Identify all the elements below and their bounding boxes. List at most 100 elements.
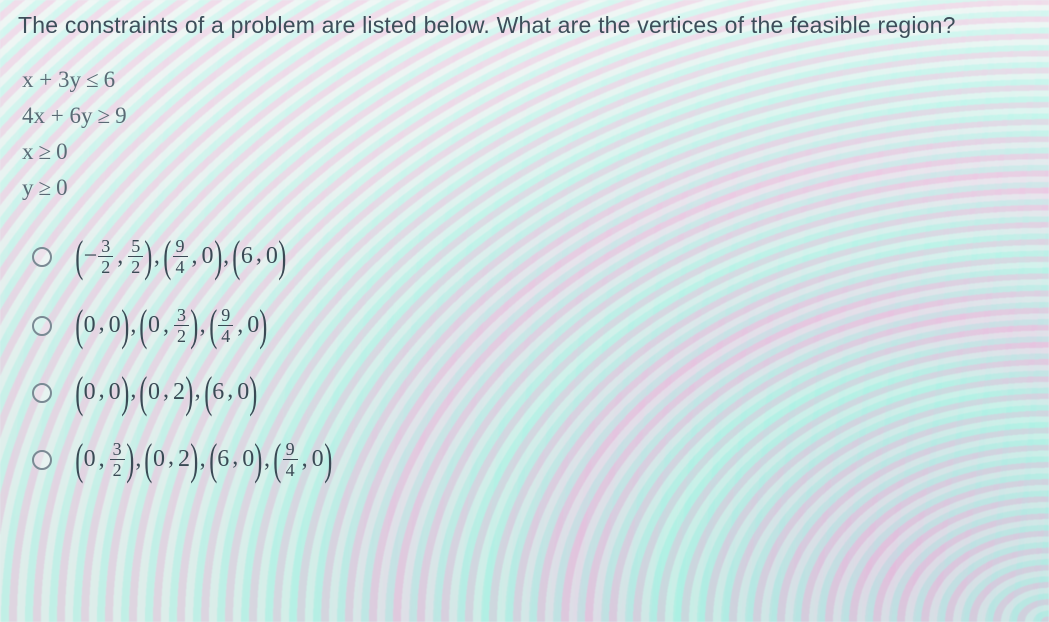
fraction-denominator: 4 [218,326,233,345]
constraint-line: x≥0 [22,139,1031,165]
paren-right-icon: ) [278,239,286,274]
option-math: (0,0),(0,2),(6,0) [76,375,257,410]
constraint-lhs: y [22,175,34,201]
coordinate-pair: (−32,52) [76,237,152,276]
number: 0 [147,379,161,406]
comma: , [192,243,198,276]
paren-right-icon: ) [260,308,268,343]
fraction-numerator: 3 [98,237,113,257]
paren-right-icon: ) [324,442,332,477]
coordinate-pair: (94,0) [274,440,331,479]
answer-option[interactable]: (0,32),(0,2),(6,0),(94,0) [32,440,1031,479]
paren-right-icon: ) [185,375,193,410]
radio-button[interactable] [32,316,52,336]
fraction-denominator: 2 [110,460,125,479]
list-separator: , [130,312,136,345]
list-separator: , [154,243,160,276]
paren-left-icon: ( [140,308,148,343]
answer-options: (−32,52),(94,0),(6,0)(0,0),(0,32),(94,0)… [32,237,1031,479]
constraint-rel: ≥ [97,103,110,129]
paren-right-icon: ) [214,239,222,274]
paren-left-icon: ( [75,239,83,274]
constraint-rel: ≥ [39,139,52,165]
list-separator: , [200,312,206,345]
paren-left-icon: ( [209,442,217,477]
fraction-denominator: 2 [174,326,189,345]
list-separator: , [130,377,136,410]
paren-right-icon: ) [190,442,198,477]
constraint-lhs: 4x + 6y [22,103,92,129]
fraction-denominator: 2 [98,257,113,276]
constraint-rel: ≤ [86,67,99,93]
number: 0 [246,312,260,339]
answer-option[interactable]: (−32,52),(94,0),(6,0) [32,237,1031,276]
option-math: (0,0),(0,32),(94,0) [76,306,267,345]
fraction-denominator: 2 [128,257,143,276]
fraction: 32 [110,440,125,479]
coordinate-pair: (0,0) [76,308,128,343]
comma: , [117,243,123,276]
coordinate-pair: (0,0) [76,375,128,410]
number: 0 [108,379,122,406]
fraction-denominator: 4 [283,460,298,479]
fraction-numerator: 9 [218,306,233,326]
fraction: 52 [128,237,143,276]
fraction-numerator: 3 [110,440,125,460]
paren-left-icon: ( [209,308,217,343]
number: 0 [83,379,97,406]
constraint-lhs: x + 3y [22,67,81,93]
comma: , [163,377,169,410]
paren-left-icon: ( [75,375,83,410]
question-block: The constraints of a problem are listed … [0,0,1049,479]
number: 6 [240,243,254,270]
comma: , [232,444,238,477]
fraction: 32 [98,237,113,276]
constraint-rhs: 9 [115,103,127,129]
minus-sign: − [83,243,99,270]
constraint-rhs: 6 [104,67,116,93]
fraction: 94 [173,237,188,276]
answer-option[interactable]: (0,0),(0,32),(94,0) [32,306,1031,345]
radio-button[interactable] [32,450,52,470]
number: 0 [201,243,215,270]
constraint-rhs: 0 [56,175,68,201]
constraint-list: x + 3y≤64x + 6y≥9x≥0y≥0 [22,67,1031,201]
coordinate-pair: (0,32) [140,306,197,345]
list-separator: , [135,446,141,479]
fraction: 32 [174,306,189,345]
coordinate-pair: (0,2) [140,375,192,410]
coordinate-pair: (0,2) [145,442,197,477]
number: 0 [147,312,161,339]
fraction-numerator: 9 [283,440,298,460]
paren-right-icon: ) [250,375,258,410]
paren-left-icon: ( [163,239,171,274]
number: 2 [172,379,186,406]
paren-right-icon: ) [121,375,129,410]
number: 0 [83,312,97,339]
comma: , [237,312,243,345]
radio-button[interactable] [32,247,52,267]
paren-right-icon: ) [126,442,134,477]
fraction-numerator: 3 [174,306,189,326]
number: 0 [83,446,97,473]
comma: , [256,241,262,274]
coordinate-pair: (6,0) [210,442,262,477]
paren-left-icon: ( [75,308,83,343]
comma: , [302,446,308,479]
comma: , [99,446,105,479]
coordinate-pair: (6,0) [233,239,285,274]
constraint-line: y≥0 [22,175,1031,201]
constraint-line: 4x + 6y≥9 [22,103,1031,129]
number: 0 [152,446,166,473]
number: 0 [236,379,250,406]
constraint-line: x + 3y≤6 [22,67,1031,93]
paren-right-icon: ) [145,239,153,274]
comma: , [99,310,105,343]
paren-left-icon: ( [140,375,148,410]
constraint-lhs: x [22,139,34,165]
radio-button[interactable] [32,383,52,403]
answer-option[interactable]: (0,0),(0,2),(6,0) [32,375,1031,410]
list-separator: , [200,446,206,479]
comma: , [99,377,105,410]
comma: , [227,377,233,410]
